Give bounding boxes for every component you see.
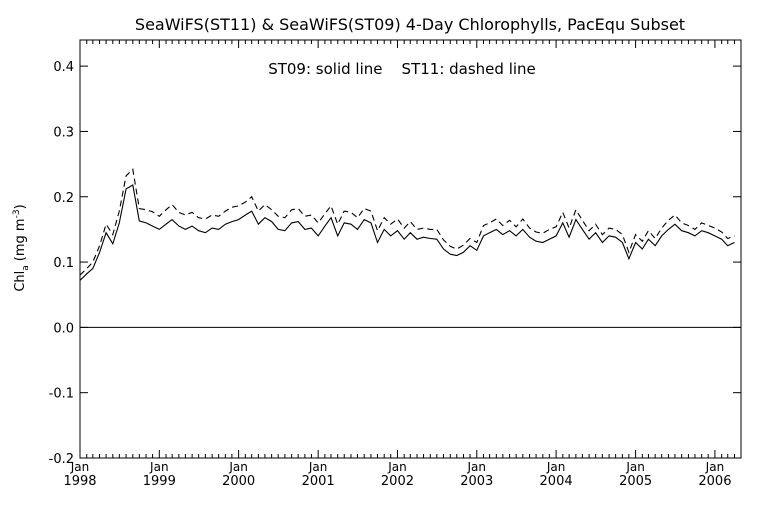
y-tick-label: 0.0 xyxy=(53,321,74,336)
x-axis: Jan1998Jan1999Jan2000Jan2001Jan2002Jan20… xyxy=(63,40,742,489)
y-axis-label-exp: -3 xyxy=(12,209,22,218)
x-tick-month: Jan xyxy=(705,460,725,474)
x-tick-year: 2005 xyxy=(619,474,652,489)
y-axis: -0.2 -0.1 0.0 0.1 0.2 0.3 0.4 xyxy=(49,60,741,467)
y-tick-label: 0.4 xyxy=(53,60,74,75)
series-line-st09 xyxy=(79,184,735,281)
y-tick-label: -0.1 xyxy=(49,387,74,402)
x-tick-month: Jan xyxy=(149,460,169,474)
y-axis-label-main: Chl xyxy=(13,271,28,292)
chart-title: SeaWiFS(ST11) & SeaWiFS(ST09) 4-Day Chlo… xyxy=(135,15,685,34)
x-tick-year: 2004 xyxy=(540,474,573,489)
y-axis-label-unit: (mg m xyxy=(13,218,28,261)
y-axis-label-close: ) xyxy=(13,204,28,209)
y-tick-label: 0.2 xyxy=(53,191,74,206)
x-tick-year: 1998 xyxy=(63,474,96,489)
y-axis-label-sub: a xyxy=(21,265,31,271)
x-tick-month: Jan xyxy=(308,460,328,474)
legend-annotation: ST09: solid line ST11: dashed line xyxy=(268,60,536,78)
series-line-st11 xyxy=(79,168,735,276)
x-tick-year: 2006 xyxy=(698,474,731,489)
x-tick-month: Jan xyxy=(228,460,248,474)
x-tick-month: Jan xyxy=(467,460,487,474)
x-tick-month: Jan xyxy=(625,460,645,474)
x-tick-month: Jan xyxy=(546,460,566,474)
x-tick-month: Jan xyxy=(70,460,90,474)
y-tick-label: 0.3 xyxy=(53,125,74,140)
x-tick-year: 2001 xyxy=(302,474,335,489)
x-tick-year: 2002 xyxy=(381,474,414,489)
x-tick-month: Jan xyxy=(387,460,407,474)
y-axis-label: Chla (mg m-3) xyxy=(12,204,31,291)
y-tick-label: -0.2 xyxy=(49,452,74,467)
series-group xyxy=(79,168,735,281)
y-tick-label: 0.1 xyxy=(53,256,74,271)
x-tick-year: 2003 xyxy=(460,474,493,489)
x-tick-year: 1999 xyxy=(143,474,176,489)
x-tick-year: 2000 xyxy=(222,474,255,489)
